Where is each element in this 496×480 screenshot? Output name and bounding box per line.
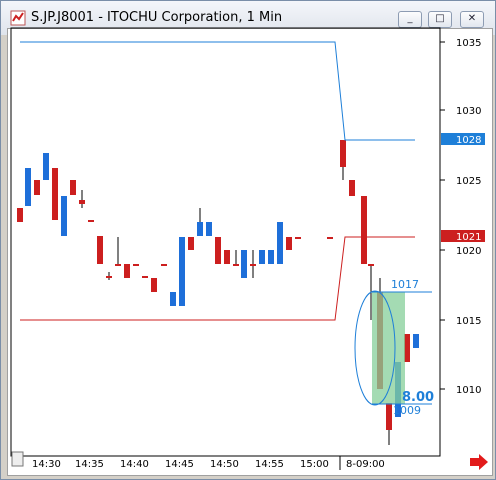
time-tick-label: 14:35 [75, 459, 104, 470]
price-tick-label: 1010 [456, 385, 481, 396]
candle-body [170, 292, 176, 306]
candle-body [404, 334, 410, 362]
candles-group [17, 140, 419, 445]
big-value-label: 8.00 [402, 390, 434, 405]
candle-body [259, 250, 265, 264]
close-button[interactable]: ✕ [460, 11, 484, 28]
candle-body [277, 222, 283, 264]
upper-annotation-label: 1017 [391, 278, 419, 291]
candle-body [386, 403, 392, 430]
candle-body [97, 236, 103, 264]
candle-body [79, 200, 85, 204]
price-tick-label: 1015 [456, 316, 481, 327]
candle-body [197, 222, 203, 236]
time-tick-label: 14:30 [32, 459, 61, 470]
candle-body [188, 237, 194, 250]
price-tick-label: 1035 [456, 38, 481, 49]
candle-body [368, 264, 374, 266]
candle-body [286, 237, 292, 250]
candle-body [224, 250, 230, 264]
time-tick-label: 14:40 [120, 459, 149, 470]
price-tick-label: 1020 [456, 246, 481, 257]
window-title: S.JP.J8001 - ITOCHU Corporation, 1 Min [31, 10, 283, 25]
scroll-right-icon[interactable] [470, 454, 488, 470]
candle-body [241, 250, 247, 278]
candle-body [413, 334, 419, 348]
time-tick-label: 14:55 [255, 459, 284, 470]
candle-body [327, 237, 333, 239]
candle-body [124, 264, 130, 278]
candle-body [179, 237, 185, 306]
scroll-left-box[interactable] [11, 451, 24, 467]
time-tick-label: 8-09:00 [346, 459, 385, 470]
candle-body [115, 264, 121, 266]
price-tag-lower-text: 1021 [456, 232, 481, 243]
price-tick-label: 1030 [456, 106, 481, 117]
level-lines [20, 41, 415, 321]
lower-annotation-label: 1009 [393, 404, 421, 417]
candle-body [17, 208, 23, 222]
candle-body [52, 168, 58, 220]
candle-body [206, 222, 212, 236]
time-axis: 14:30 14:35 14:40 14:45 14:50 14:55 15:0… [11, 451, 385, 470]
candle-body [88, 220, 94, 222]
candle-body [268, 250, 274, 264]
price-tag-upper [441, 133, 485, 145]
candle-body [25, 168, 31, 206]
candle-body [349, 180, 355, 196]
time-tick-label: 14:45 [165, 459, 194, 470]
app-icon [10, 10, 26, 26]
candle-body [133, 264, 139, 266]
candle-body [233, 264, 239, 266]
candle-body [361, 196, 367, 264]
price-tag-lower [441, 230, 485, 242]
candle-body [215, 237, 221, 264]
time-tick-label: 14:50 [210, 459, 239, 470]
price-axis: 1035 1030 1025 1020 1015 1010 [440, 38, 481, 396]
candle-body [295, 237, 301, 239]
candle-body [142, 276, 148, 278]
upper-level-line [20, 41, 415, 141]
lower-level-line [20, 236, 415, 321]
price-tag-upper-text: 1028 [456, 135, 481, 146]
candle-body [151, 278, 157, 292]
time-tick-label: 15:00 [300, 459, 329, 470]
selection-oval [354, 290, 396, 406]
candle-body [61, 196, 67, 236]
candle-body [340, 140, 346, 167]
highlight-box [372, 292, 405, 404]
candle-body [70, 180, 76, 195]
price-tick-label: 1025 [456, 176, 481, 187]
candle-body [106, 276, 112, 278]
chart-client-area [7, 28, 493, 476]
candle-body [43, 153, 49, 180]
candle-body [34, 180, 40, 195]
candle-body [250, 264, 256, 266]
candle-body [161, 264, 167, 266]
